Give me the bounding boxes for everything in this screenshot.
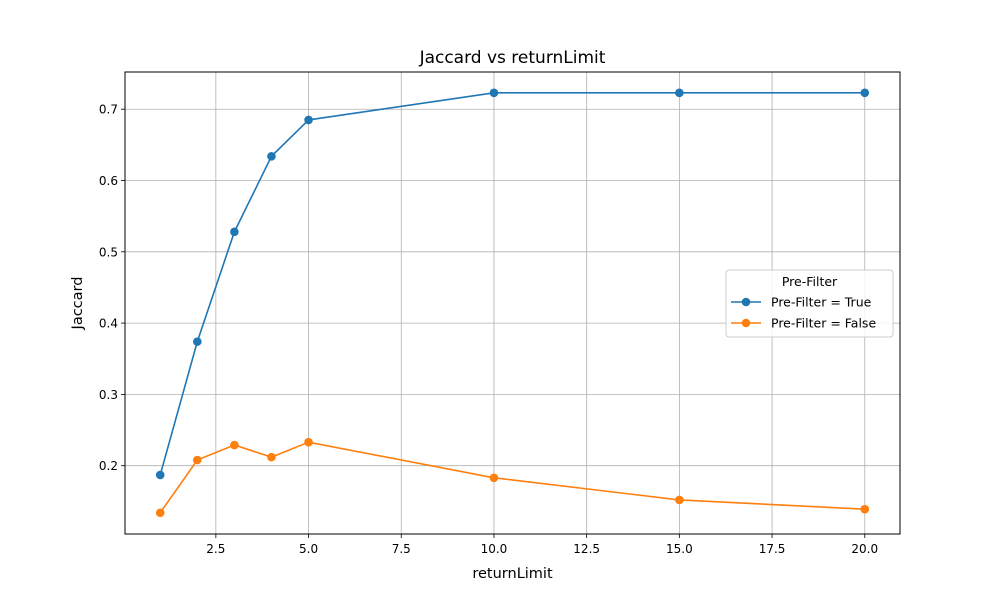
series-line-1 xyxy=(159,92,865,476)
series-2-point xyxy=(193,455,202,465)
x-axis-label: returnLimit xyxy=(472,566,553,582)
series-layer xyxy=(155,88,870,518)
series-1-point xyxy=(675,88,684,98)
axis-ticks: 2.5 5.0 7.5 10.0 12.5 15.0 17.5 20.0 0.2 0.3 0.4 0.… xyxy=(99,103,878,556)
x-tick-label: 2.5 xyxy=(206,542,225,556)
series-2-point xyxy=(675,495,684,505)
series-2-point xyxy=(267,452,276,462)
series-1-point xyxy=(267,151,276,161)
x-tick-label: 20.0 xyxy=(851,542,878,556)
y-tick-label: 0.4 xyxy=(99,317,118,331)
legend-label: Pre-Filter = True xyxy=(771,295,872,310)
x-tick-label: 10.0 xyxy=(481,542,508,556)
legend-title: Pre-Filter xyxy=(782,274,838,289)
series-line-2 xyxy=(159,441,865,514)
y-tick-label: 0.6 xyxy=(99,174,118,188)
series-2-point xyxy=(304,437,313,447)
series-1-point xyxy=(489,88,499,98)
series-1-point xyxy=(193,337,202,346)
plot-area-frame xyxy=(124,71,901,535)
series-2-point xyxy=(155,508,165,518)
y-axis-label: Jaccard xyxy=(70,277,86,331)
series-1-point xyxy=(155,470,165,480)
y-tick-label: 0.7 xyxy=(99,103,118,117)
x-tick-label: 12.5 xyxy=(573,542,600,556)
series-2-point xyxy=(489,473,499,483)
y-tick-label: 0.3 xyxy=(99,388,118,402)
series-1-point xyxy=(230,227,239,237)
x-tick-label: 15.0 xyxy=(666,542,693,556)
series-2-point xyxy=(230,440,239,450)
chart-title: Jaccard vs returnLimit xyxy=(419,48,606,68)
y-tick-label: 0.5 xyxy=(99,245,118,259)
series-2-point xyxy=(860,504,870,514)
grid-lines xyxy=(125,72,900,534)
x-tick-label: 5.0 xyxy=(299,542,318,556)
series-1-point xyxy=(304,115,313,125)
legend-label: Pre-Filter = False xyxy=(771,316,876,331)
x-tick-label: 7.5 xyxy=(392,542,411,556)
legend: Pre-Filter Pre-Filter = True Pre-Filter =… xyxy=(725,269,894,338)
legend-swatch-marker xyxy=(741,297,751,307)
legend-swatch-marker xyxy=(741,318,751,328)
series-1-point xyxy=(860,88,870,98)
y-tick-label: 0.2 xyxy=(99,459,118,473)
legend-box xyxy=(725,269,894,338)
x-tick-label: 17.5 xyxy=(759,542,786,556)
